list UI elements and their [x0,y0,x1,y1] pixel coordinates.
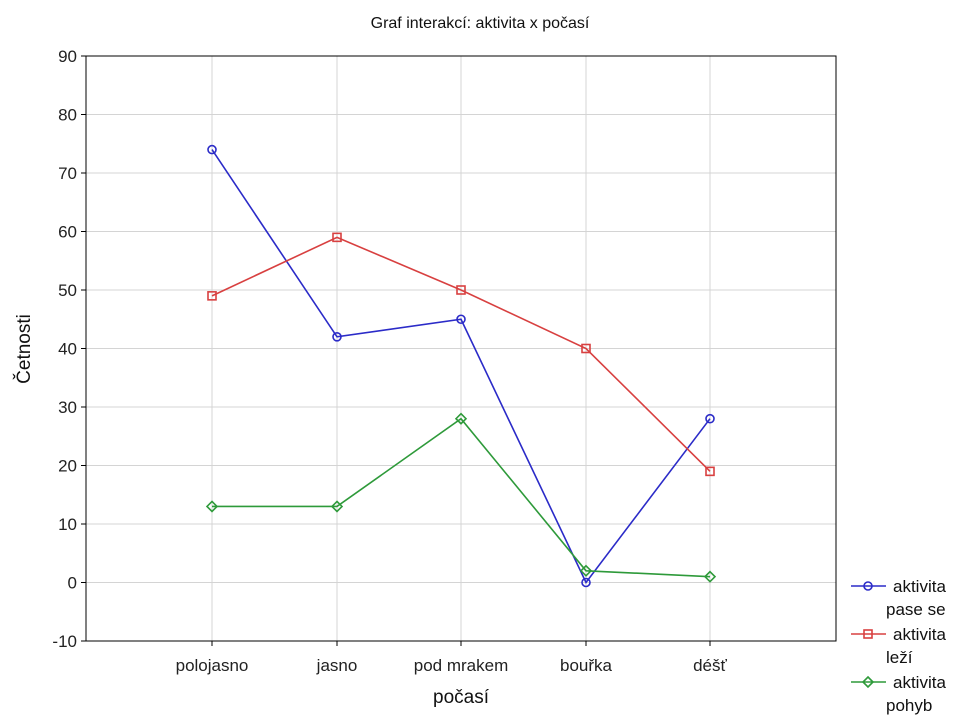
x-tick-label: bouřka [560,656,613,675]
data-point [332,331,342,342]
legend: aktivita pase se aktivita leží aktivita pohyb [851,577,946,715]
series-1 [207,144,715,588]
legend-swatch-marker [861,675,875,689]
data-point [581,343,591,354]
data-point [579,564,593,577]
grid [86,55,836,642]
series-line [212,417,711,578]
x-tick-label: pod mrakem [414,656,508,675]
data-point [703,570,717,583]
y-tick-label: 60 [58,223,77,242]
data-point [330,500,344,513]
legend-label: aktivita [893,673,946,692]
data-point [332,232,342,243]
legend-item: aktivita leží [851,625,946,667]
x-tick-label: jasno [316,656,358,675]
y-tick-label: 40 [58,340,77,359]
legend-label: pohyb [886,696,932,715]
legend-item: aktivita pohyb [851,673,946,715]
data-point [456,314,466,325]
series-2 [207,232,715,477]
data-point [207,291,217,301]
y-tick-label: 90 [58,47,77,66]
legend-swatch-marker [863,629,873,639]
series-line [211,149,711,585]
x-tick-label: déšť [693,656,727,675]
data-point [207,144,217,155]
legend-label: aktivita [893,577,946,596]
data-point [454,412,468,425]
y-tick-label: 30 [58,398,77,417]
legend-swatch-marker [863,581,873,591]
y-tick-label: 80 [58,106,77,125]
data-point [705,466,715,477]
y-tick-label: -10 [52,632,77,651]
y-tick-label: 0 [68,574,77,593]
y-axis: -10 0 10 20 30 40 50 60 70 80 90 [52,47,86,651]
data-point [456,285,466,295]
data-point [581,577,591,588]
chart-title: Graf interakcí: aktivita x počasí [371,15,590,32]
data-point [205,500,219,513]
legend-label: leží [886,648,913,667]
legend-item: aktivita pase se [851,577,946,619]
series-group [205,144,717,588]
y-tick-label: 70 [58,164,77,183]
legend-label: pase se [886,600,946,619]
y-axis-title: Četnosti [13,314,35,384]
series-line [211,236,711,472]
series-3 [205,412,717,583]
y-tick-label: 10 [58,515,77,534]
legend-label: aktivita [893,625,946,644]
data-point [705,413,715,424]
x-axis: polojasno jasno pod mrakem bouřka déšť [176,641,728,675]
y-tick-label: 20 [58,457,77,476]
x-axis-title: počasí [433,687,490,708]
x-tick-label: polojasno [176,656,249,675]
y-tick-label: 50 [58,281,77,300]
